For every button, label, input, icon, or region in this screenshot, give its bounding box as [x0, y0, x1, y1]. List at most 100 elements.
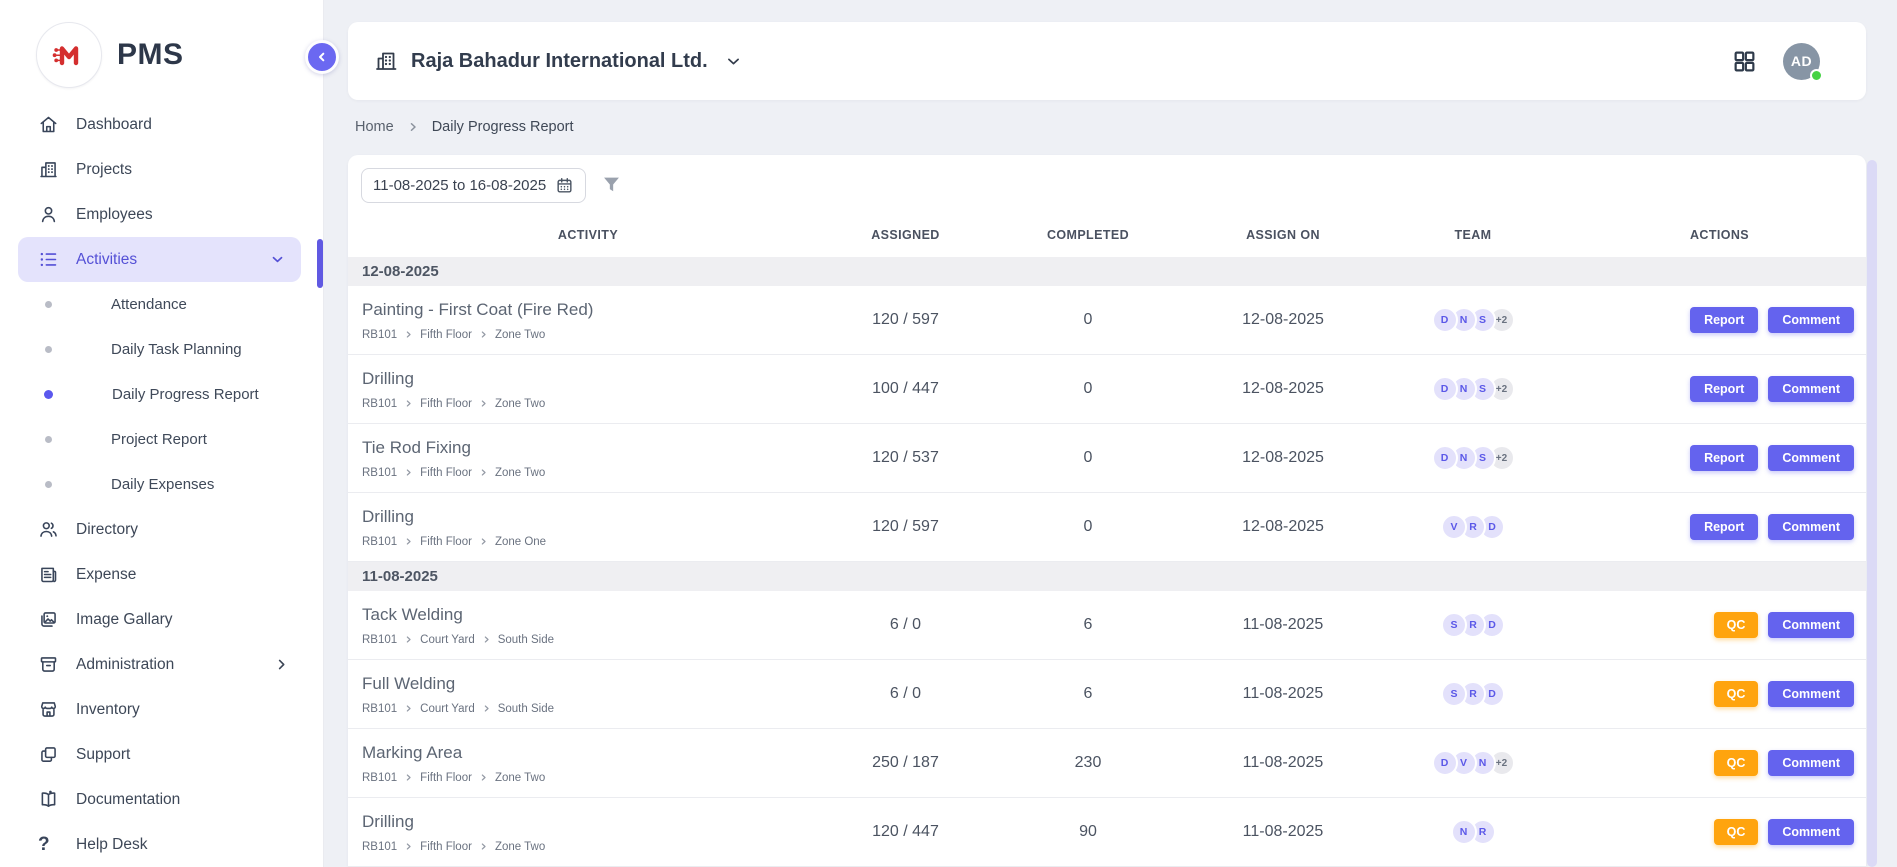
- bullet-icon: [45, 436, 52, 443]
- chevron-right-icon: [404, 773, 413, 782]
- chevron-right-icon: [479, 842, 488, 851]
- location-part: Fifth Floor: [420, 841, 472, 853]
- qc-button[interactable]: QC: [1714, 819, 1759, 845]
- team-member-avatar[interactable]: V: [1441, 514, 1467, 540]
- activity-location: RB101Fifth FloorZone Two: [362, 398, 828, 410]
- location-part: RB101: [362, 772, 397, 784]
- sidebar-item-projects[interactable]: Projects: [0, 147, 323, 192]
- table-row: Drilling RB101Fifth FloorZone One 120 / …: [348, 493, 1866, 562]
- assigned-value: 100 / 447: [828, 380, 983, 398]
- sidebar-item-expense[interactable]: Expense: [0, 552, 323, 597]
- sidebar-nav: DashboardProjectsEmployees Activities Att…: [0, 102, 323, 867]
- sidebar-item-administration[interactable]: Administration: [0, 642, 323, 687]
- grid-icon: [1732, 49, 1757, 74]
- activity-location: RB101Fifth FloorZone One: [362, 536, 828, 548]
- breadcrumb: Home Daily Progress Report: [355, 110, 1866, 144]
- location-part: Fifth Floor: [420, 536, 472, 548]
- chevron-right-icon: [482, 704, 491, 713]
- team-member-avatar[interactable]: D: [1432, 376, 1458, 402]
- comment-button[interactable]: Comment: [1768, 819, 1854, 845]
- sidebar-item-label: Activities: [76, 251, 137, 269]
- company-selector[interactable]: Raja Bahadur International Ltd.: [374, 49, 742, 73]
- completed-value: 90: [983, 823, 1193, 841]
- apps-grid-button[interactable]: [1732, 49, 1757, 74]
- table-row: Full Welding RB101Court YardSouth Side 6…: [348, 660, 1866, 729]
- activity-title: Drilling: [362, 812, 828, 832]
- sidebar-item-support[interactable]: Support: [0, 732, 323, 777]
- completed-value: 0: [983, 380, 1193, 398]
- comment-button[interactable]: Comment: [1768, 514, 1854, 540]
- location-part: Fifth Floor: [420, 467, 472, 479]
- comment-button[interactable]: Comment: [1768, 612, 1854, 638]
- sidebar-item-documentation[interactable]: Documentation: [0, 777, 323, 822]
- sidebar-item-inventory[interactable]: Inventory: [0, 687, 323, 732]
- actions-cell: Report Comment: [1573, 307, 1866, 333]
- comment-button[interactable]: Comment: [1768, 307, 1854, 333]
- table-row: Tack Welding RB101Court YardSouth Side 6…: [348, 591, 1866, 660]
- comment-button[interactable]: Comment: [1768, 376, 1854, 402]
- chevron-right-icon: [479, 773, 488, 782]
- qc-button[interactable]: QC: [1714, 612, 1759, 638]
- report-button[interactable]: Report: [1690, 376, 1758, 402]
- comment-button[interactable]: Comment: [1768, 750, 1854, 776]
- comment-button[interactable]: Comment: [1768, 681, 1854, 707]
- report-button[interactable]: Report: [1690, 445, 1758, 471]
- location-part: Fifth Floor: [420, 398, 472, 410]
- comment-button[interactable]: Comment: [1768, 445, 1854, 471]
- location-part: Zone Two: [495, 772, 545, 784]
- sidebar-item-help-desk[interactable]: ?Help Desk: [0, 822, 323, 867]
- sidebar-subitem-attendance[interactable]: Attendance: [0, 282, 323, 327]
- assign-on-value: 11-08-2025: [1193, 754, 1373, 772]
- completed-value: 0: [983, 518, 1193, 536]
- sidebar-item-label: Inventory: [76, 701, 140, 719]
- activity-cell: Drilling RB101Fifth FloorZone One: [348, 507, 828, 548]
- team-member-avatar[interactable]: D: [1432, 307, 1458, 333]
- location-part: Zone Two: [495, 841, 545, 853]
- date-range-input[interactable]: 11-08-2025 to 16-08-2025: [361, 168, 586, 203]
- brand: PMS: [0, 0, 323, 88]
- team-cell: DVN+2: [1373, 750, 1573, 776]
- sidebar-item-image-gallary[interactable]: Image Gallary: [0, 597, 323, 642]
- breadcrumb-current: Daily Progress Report: [432, 119, 574, 135]
- sidebar-subitem-project-report[interactable]: Project Report: [0, 417, 323, 462]
- team-member-avatar[interactable]: N: [1451, 819, 1477, 845]
- team-member-avatar[interactable]: S: [1441, 612, 1467, 638]
- team-member-avatar[interactable]: D: [1432, 445, 1458, 471]
- location-part: Zone Two: [495, 398, 545, 410]
- assigned-value: 120 / 537: [828, 449, 983, 467]
- activity-title: Tie Rod Fixing: [362, 438, 828, 458]
- sidebar-item-activities[interactable]: Activities: [18, 237, 301, 282]
- report-button[interactable]: Report: [1690, 307, 1758, 333]
- sidebar-item-directory[interactable]: Directory: [0, 507, 323, 552]
- building-icon: [374, 49, 398, 73]
- image-icon: [38, 609, 59, 630]
- copy-icon: [38, 744, 59, 765]
- user-avatar[interactable]: AD: [1783, 43, 1820, 80]
- chevron-down-icon: [725, 53, 742, 70]
- filter-funnel-icon[interactable]: [601, 175, 622, 196]
- report-button[interactable]: Report: [1690, 514, 1758, 540]
- bullet-icon: [45, 481, 52, 488]
- actions-cell: QC Comment: [1573, 819, 1866, 845]
- sidebar-subitem-daily-expenses[interactable]: Daily Expenses: [0, 462, 323, 507]
- assigned-value: 250 / 187: [828, 754, 983, 772]
- activity-cell: Painting - First Coat (Fire Red) RB101Fi…: [348, 300, 828, 341]
- qc-button[interactable]: QC: [1714, 750, 1759, 776]
- sidebar-subitem-daily-progress-report[interactable]: Daily Progress Report: [0, 372, 323, 417]
- team-member-avatar[interactable]: S: [1441, 681, 1467, 707]
- team-member-avatar[interactable]: D: [1432, 750, 1458, 776]
- sidebar-collapse-button[interactable]: [305, 40, 339, 74]
- sidebar-subitem-daily-task-planning[interactable]: Daily Task Planning: [0, 327, 323, 372]
- brand-logo-icon: [36, 22, 102, 88]
- header-card: Raja Bahadur International Ltd. AD: [348, 22, 1866, 100]
- sidebar-item-dashboard[interactable]: Dashboard: [0, 102, 323, 147]
- scrollbar-thumb[interactable]: [1867, 160, 1877, 867]
- assign-on-value: 12-08-2025: [1193, 449, 1373, 467]
- breadcrumb-home[interactable]: Home: [355, 119, 394, 135]
- assigned-value: 6 / 0: [828, 685, 983, 703]
- table-row: Drilling RB101Fifth FloorZone Two 100 / …: [348, 355, 1866, 424]
- chevron-right-icon: [479, 330, 488, 339]
- qc-button[interactable]: QC: [1714, 681, 1759, 707]
- sidebar-item-employees[interactable]: Employees: [0, 192, 323, 237]
- chevron-right-icon: [479, 537, 488, 546]
